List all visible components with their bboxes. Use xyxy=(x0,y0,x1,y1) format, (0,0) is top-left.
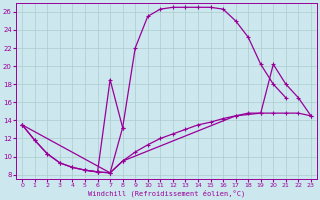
X-axis label: Windchill (Refroidissement éolien,°C): Windchill (Refroidissement éolien,°C) xyxy=(88,190,245,197)
